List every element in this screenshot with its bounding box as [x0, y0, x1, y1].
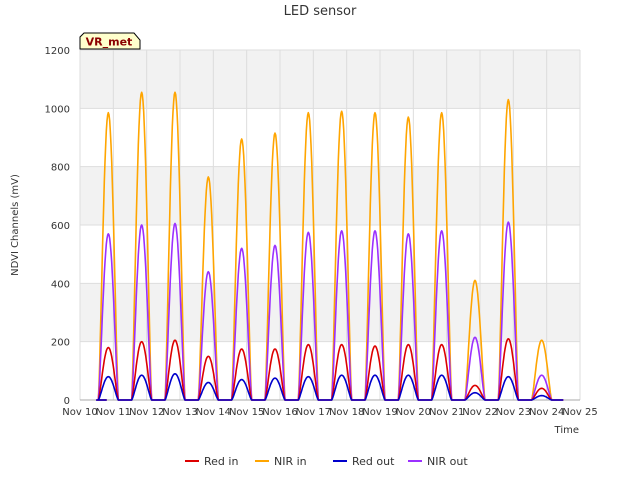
background-band — [80, 50, 580, 109]
x-tick-label: Nov 24 — [529, 407, 564, 418]
x-tick-label: Nov 20 — [396, 407, 431, 418]
y-tick-label: 800 — [51, 163, 70, 174]
x-tick-label: Nov 19 — [362, 407, 397, 418]
x-tick-label: Nov 16 — [262, 407, 297, 418]
background-band — [80, 225, 580, 284]
x-tick-label: Nov 10 — [62, 407, 97, 418]
y-tick-label: 600 — [51, 221, 70, 232]
legend-label: NIR in — [274, 455, 307, 468]
background-band — [80, 283, 580, 342]
x-tick-label: Nov 18 — [329, 407, 364, 418]
y-axis-ticks: 0 200 400 600 800 1000 1200 — [45, 46, 70, 407]
x-tick-label: Nov 15 — [229, 407, 264, 418]
x-tick-label: Nov 17 — [296, 407, 331, 418]
background-band — [80, 108, 580, 167]
legend-label: Red in — [204, 455, 238, 468]
x-tick-label: Nov 14 — [196, 407, 231, 418]
legend: Red in NIR in Red out NIR out — [185, 455, 468, 468]
badge-shape — [79, 32, 141, 50]
x-tick-label: Nov 23 — [496, 407, 531, 418]
y-tick-label: 1000 — [45, 104, 70, 115]
background-band — [80, 341, 580, 400]
y-tick-label: 200 — [51, 338, 70, 349]
chart-title: LED sensor — [284, 4, 357, 19]
y-tick-label: 400 — [51, 279, 70, 290]
y-axis-label: NDVI Channels (mV) — [10, 174, 21, 276]
plot-background-bands — [80, 50, 580, 400]
x-tick-label: Nov 21 — [429, 407, 464, 418]
x-tick-label: Nov 12 — [129, 407, 164, 418]
series-line-red-out — [95, 373, 564, 401]
badge-label: VR_met — [86, 36, 133, 49]
vr-met-badge: VR_met — [79, 32, 141, 50]
x-tick-label: Nov 22 — [462, 407, 497, 418]
background-band — [80, 166, 580, 225]
x-tick-label: Nov 11 — [96, 407, 131, 418]
x-axis-label: Time — [554, 425, 579, 436]
series-lines — [95, 91, 564, 401]
legend-label: Red out — [352, 455, 395, 468]
x-tick-label: Nov 25 — [562, 407, 597, 418]
y-tick-label: 0 — [64, 396, 70, 407]
x-tick-label: Nov 13 — [162, 407, 197, 418]
y-tick-label: 1200 — [45, 46, 70, 57]
legend-label: NIR out — [427, 455, 468, 468]
